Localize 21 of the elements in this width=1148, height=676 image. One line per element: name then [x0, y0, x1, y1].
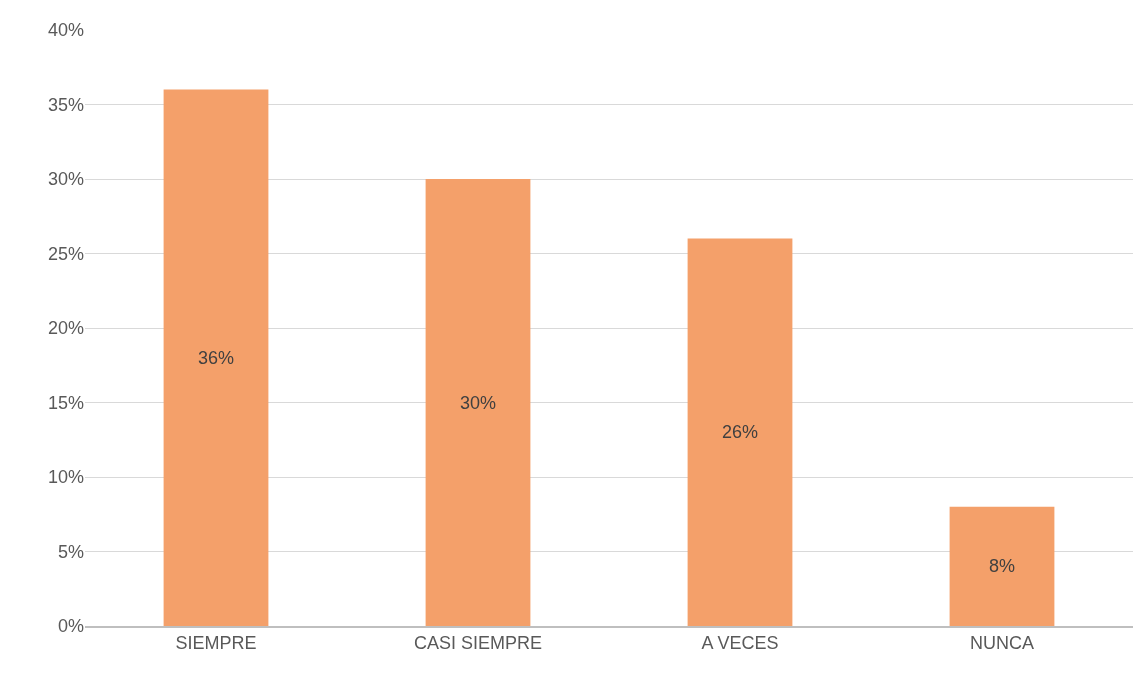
data-label: 36%: [197, 347, 235, 368]
bar: [949, 506, 1055, 626]
y-tick-label: 40%: [47, 20, 84, 41]
x-tick-label: CASI SIEMPRE: [413, 633, 543, 654]
y-tick-label: 25%: [47, 243, 84, 264]
x-tick-label: NUNCA: [969, 633, 1035, 654]
y-tick-label: 30%: [47, 169, 84, 190]
x-tick-label: A VECES: [701, 633, 779, 654]
data-label: 30%: [459, 392, 497, 413]
bar: [425, 179, 531, 626]
y-tick-label: 5%: [57, 541, 84, 562]
y-tick-label: 15%: [47, 392, 84, 413]
bar: [163, 89, 269, 626]
x-tick-label: SIEMPRE: [175, 633, 257, 654]
data-label: 26%: [721, 422, 759, 443]
data-label: 8%: [988, 556, 1016, 577]
y-tick-label: 20%: [47, 318, 84, 339]
y-tick-label: 35%: [47, 94, 84, 115]
y-tick-label: 10%: [47, 467, 84, 488]
y-tick-label: 0%: [57, 616, 84, 637]
bar: [687, 238, 793, 626]
